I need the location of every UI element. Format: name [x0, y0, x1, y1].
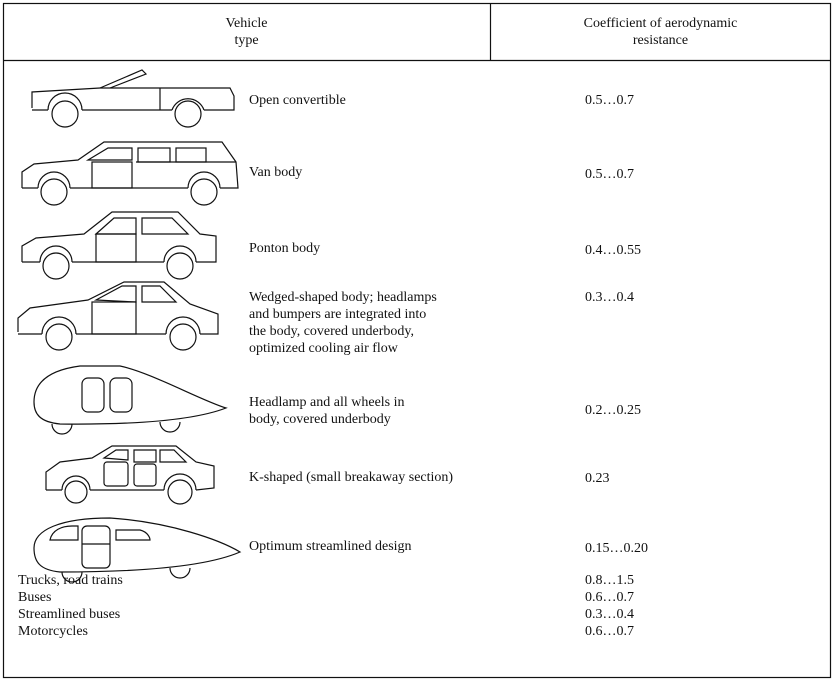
header-cell: Vehicle type [225, 16, 268, 48]
other-description: Trucks, road trains [18, 573, 123, 588]
row-description: Ponton body [249, 241, 321, 256]
other-coefficient: 0.8…1.5 [585, 573, 634, 588]
row-coefficient: 0.15…0.20 [585, 541, 648, 556]
other-description: Motorcycles [18, 624, 88, 639]
row-coefficient: 0.23 [585, 471, 610, 486]
row-coefficient: 0.2…0.25 [585, 403, 641, 418]
row-coefficient: 0.5…0.7 [585, 167, 634, 182]
row-description: Van body [249, 165, 303, 180]
row-description: Open convertible [249, 93, 346, 108]
row-description: Headlamp and all wheels in body, covered… [249, 395, 405, 427]
row-coefficient: 0.5…0.7 [585, 93, 634, 108]
car-k-shape-icon [45, 445, 215, 505]
other-coefficient: 0.6…0.7 [585, 590, 634, 605]
row-description: Wedged-shaped body; headlamps and bumper… [249, 290, 437, 356]
other-coefficient: 0.6…0.7 [585, 624, 634, 639]
car-ponton-icon [21, 211, 217, 280]
other-coefficient: 0.3…0.4 [585, 607, 634, 622]
row-description: K-shaped (small breakaway section) [249, 470, 454, 485]
car-van-icon [21, 141, 239, 206]
car-wedge-icon [17, 281, 219, 351]
row-description: Optimum streamlined design [249, 539, 412, 554]
car-streamlined-icon [33, 517, 242, 583]
car-enclosed-icon [33, 365, 228, 435]
header-cell: Coefficient of aerodynamic resistance [583, 16, 738, 48]
row-coefficient: 0.4…0.55 [585, 243, 641, 258]
other-description: Streamlined buses [18, 607, 121, 622]
other-description: Buses [18, 590, 52, 605]
car-convertible-icon [31, 69, 235, 128]
row-coefficient: 0.3…0.4 [585, 290, 634, 305]
